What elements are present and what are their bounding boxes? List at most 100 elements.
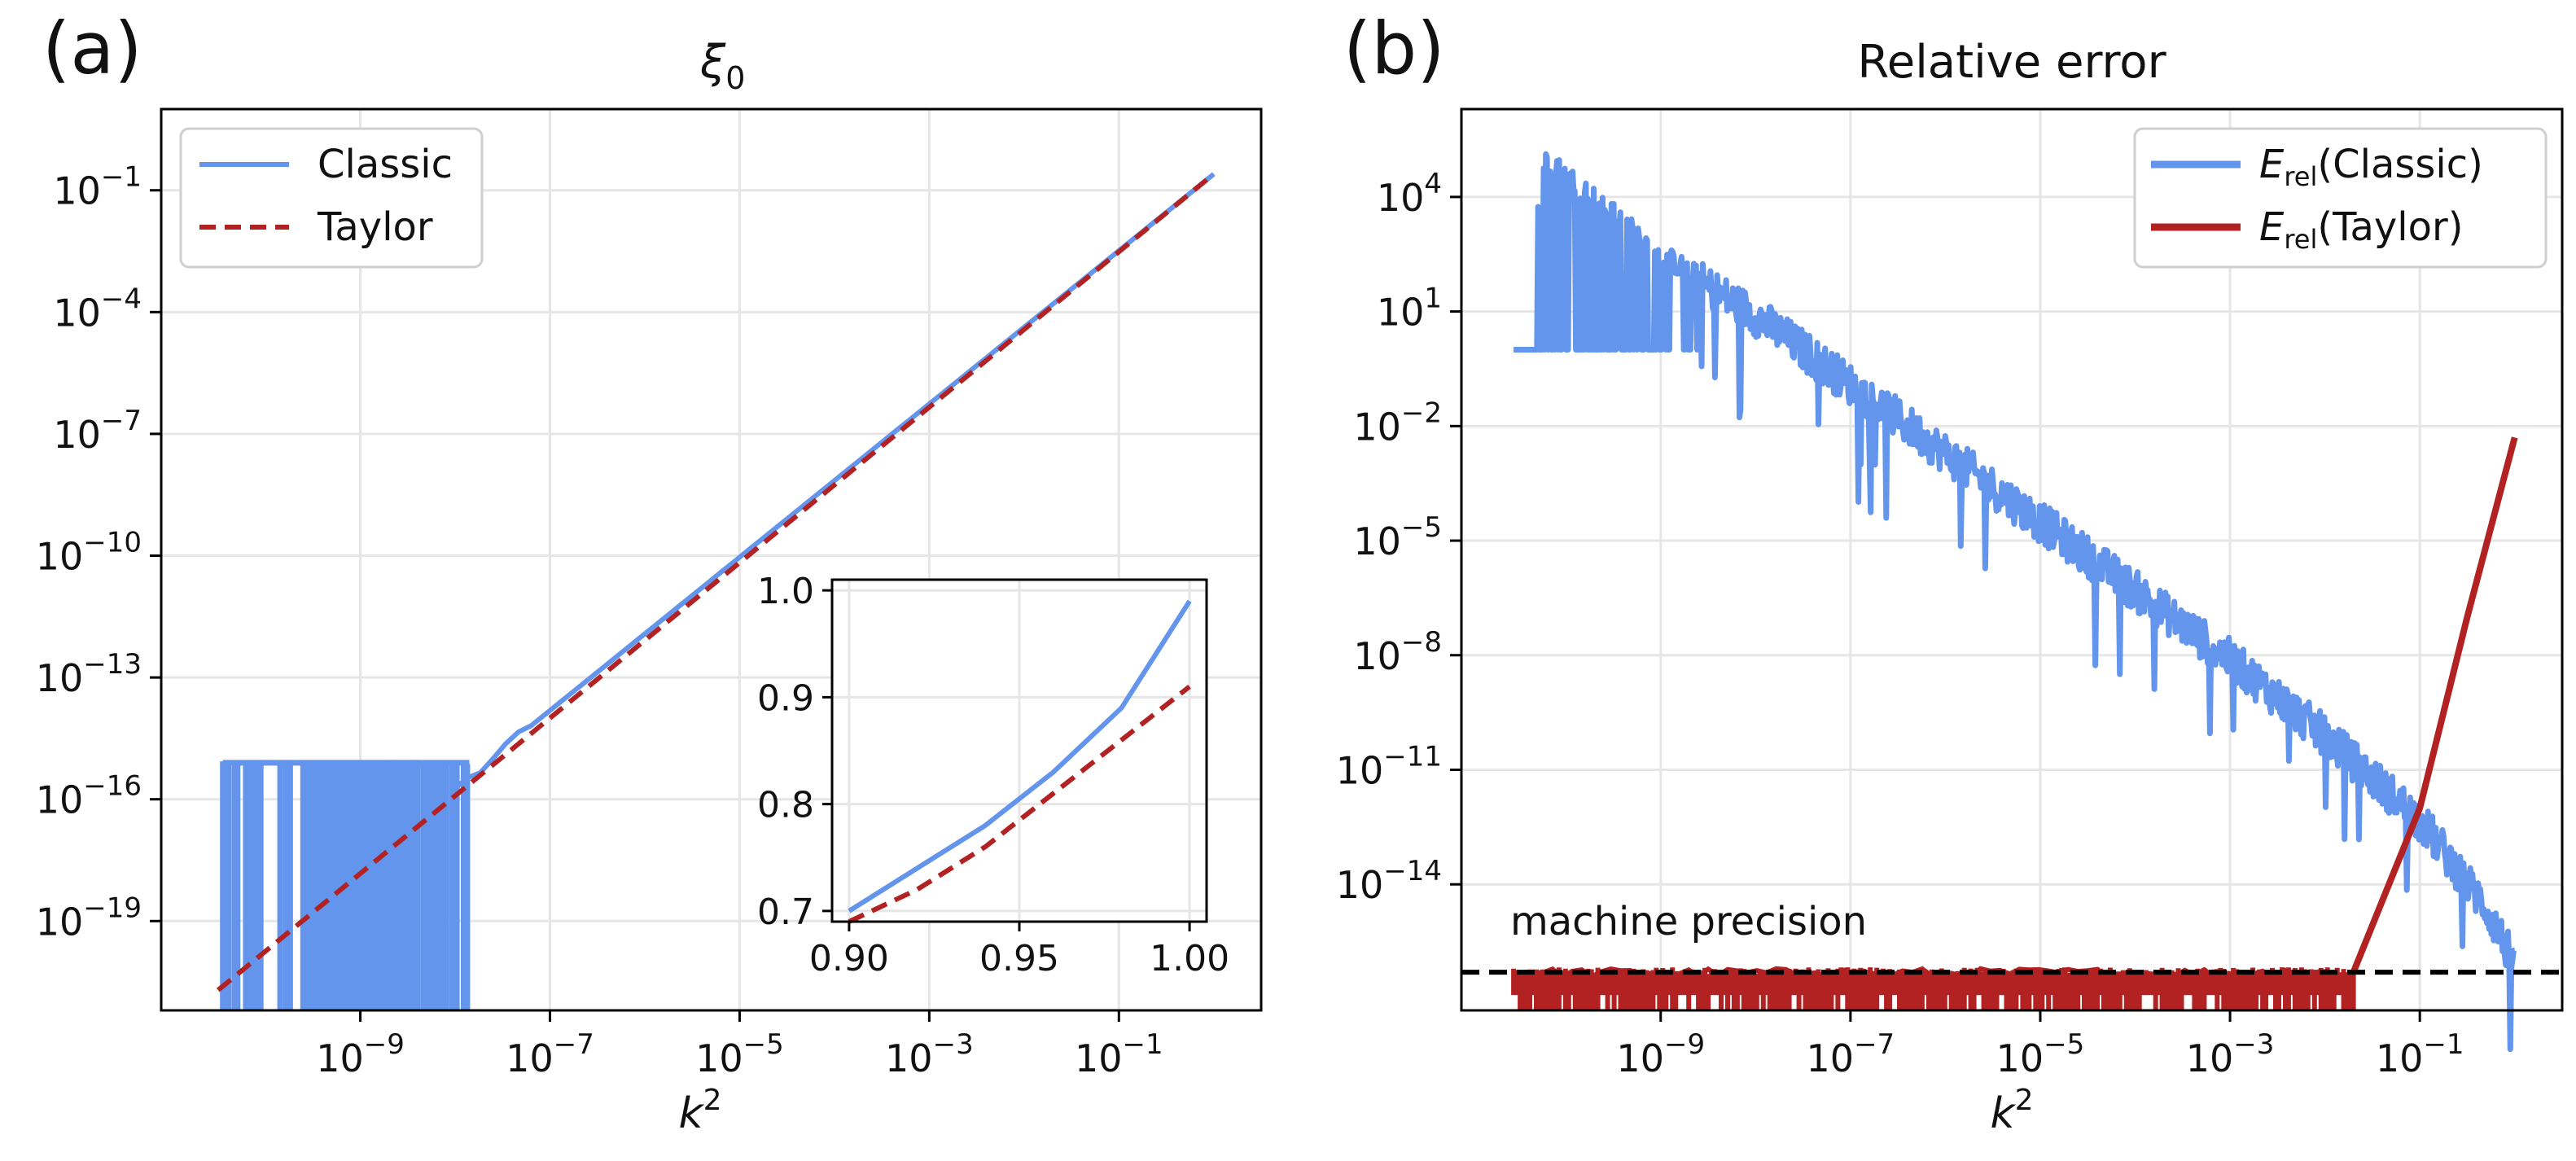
panel-a-data xyxy=(216,172,1216,1010)
panel-b-x-tick-base: 10 xyxy=(1807,1036,1855,1080)
panel-a-x-tick-base: 10 xyxy=(695,1036,743,1080)
panel-b-y-tick-exp: −14 xyxy=(1383,855,1442,887)
series-erel-classic-line xyxy=(1512,151,2517,1053)
legend-erel-classic-sub: rel xyxy=(2284,161,2317,192)
panel-b-x-label-sup: 2 xyxy=(2015,1084,2034,1117)
panel-a-x-tick-base: 10 xyxy=(1075,1036,1123,1080)
panel-a-y-tick-exp: −4 xyxy=(101,283,142,315)
panel-b-x-label: k2 xyxy=(1990,1084,2033,1138)
inset-x-tick-label: 1.00 xyxy=(1150,938,1229,979)
panel-a-y-tick-exp: −13 xyxy=(83,648,142,681)
panel-a-y-tick-base: 10 xyxy=(53,413,101,457)
panel-b-y-tick-exp: −2 xyxy=(1401,396,1442,429)
inset-series-classic xyxy=(848,599,1192,913)
panel-b-x-tick-exp: −7 xyxy=(1854,1028,1895,1061)
panel-b-y-tick-base: 10 xyxy=(1353,405,1401,449)
panel-a-y-tick-exp: −7 xyxy=(101,405,142,437)
legend-erel-classic-base: E xyxy=(2259,142,2285,187)
panel-a-y-tick-exp: −10 xyxy=(83,527,142,559)
panel-b-y-tick-base: 10 xyxy=(1377,291,1425,335)
panel-a-y-tick-label: 10−10 xyxy=(36,527,142,579)
panel-a-y-tick-label: 10−16 xyxy=(36,770,142,822)
panel-b-y-tick-label: 10−11 xyxy=(1336,740,1442,792)
panel-a-title-sub: 0 xyxy=(725,60,745,96)
legend-erel-taylor-sub: rel xyxy=(2284,224,2317,255)
panel-a-x-tick-label: 10−7 xyxy=(506,1028,594,1080)
panel-a-y-tick-exp: −1 xyxy=(101,161,142,194)
panel-a-y-tick-base: 10 xyxy=(36,535,84,579)
panel-a: 10−9 10−7 10−5 10−3 10−1 10−110−410−710−1010… xyxy=(36,7,1263,1138)
panel-a-y-tick-base: 10 xyxy=(36,900,84,944)
inset-y-tick-label: 0.9 xyxy=(757,677,814,719)
panel-b-x-tick-base: 10 xyxy=(1616,1036,1664,1080)
panel-a-x-tick-label: 10−1 xyxy=(1075,1028,1163,1080)
inset-x-tick-label: 0.90 xyxy=(809,938,889,979)
panel-b-y-tick-label: 10−14 xyxy=(1336,855,1442,907)
panel-a-x-tick-exp: −9 xyxy=(364,1028,405,1061)
legend-erel-taylor-base: E xyxy=(2259,204,2285,250)
panel-b-x-tick-base: 10 xyxy=(2186,1036,2234,1080)
panel-b-y-tick-label: 10−8 xyxy=(1353,626,1442,678)
panel-a-y-tick-base: 10 xyxy=(53,169,101,213)
panel-b-legend: Erel(Classic) Erel(Taylor) xyxy=(2133,127,2548,269)
panel-b-x-tick-exp: −9 xyxy=(1664,1028,1705,1061)
panel-a-x-label: k2 xyxy=(678,1084,721,1138)
panel-a-title-main: ξ xyxy=(699,36,726,89)
panel-a-x-tick-label: 10−5 xyxy=(695,1028,784,1080)
panel-b-y-tick-exp: −11 xyxy=(1383,740,1442,773)
panel-b-title: Relative error xyxy=(1857,36,2166,89)
machine-precision-label: machine precision xyxy=(1510,899,1867,944)
panel-b-x-tick-exp: −1 xyxy=(2423,1028,2464,1061)
panel-b-y-tick-exp: −8 xyxy=(1401,626,1442,659)
panel-a-x-label-sup: 2 xyxy=(703,1084,722,1117)
panel-b-y-tick-base: 10 xyxy=(1353,519,1401,563)
panel-a-y-tick-base: 10 xyxy=(36,656,84,700)
panel-b-x-label-base: k xyxy=(1990,1089,2016,1138)
panel-a-y-tick-label: 10−1 xyxy=(53,161,142,213)
inset-y-tick-label: 0.8 xyxy=(757,785,814,826)
inset-y-tick-label: 1.0 xyxy=(757,571,814,612)
legend-erel-taylor-rest: (Taylor) xyxy=(2317,204,2463,250)
panel-b-y-tick-base: 10 xyxy=(1336,863,1384,907)
panel-a-x-tick-exp: −5 xyxy=(743,1028,784,1061)
panel-b-y-tick-label: 10−2 xyxy=(1353,396,1442,449)
panel-b-y-tick-base: 10 xyxy=(1336,748,1384,792)
panel-a-y-tick-label: 10−19 xyxy=(36,892,142,944)
panel-b-y-tick-label: 104 xyxy=(1377,168,1442,220)
panel-b-x-tick-label: 10−9 xyxy=(1616,1028,1705,1080)
panel-a-y-tick-exp: −19 xyxy=(83,892,142,924)
panel-a-x-tick-base: 10 xyxy=(885,1036,933,1080)
panel-a-inset: 0.90 0.95 1.00 0.7 0.8 0.9 1.0 xyxy=(757,571,1229,979)
inset-x-tick-label: 0.95 xyxy=(979,938,1059,979)
series-erel-taylor-line xyxy=(2350,436,2518,974)
legend-taylor-label: Taylor xyxy=(317,204,433,250)
panel-a-x-tick-label: 10−3 xyxy=(885,1028,974,1080)
panel-b-y-tick-exp: −5 xyxy=(1401,511,1442,544)
panel-b-data xyxy=(1461,151,2562,1053)
panel-b-x-tick-label: 10−5 xyxy=(1996,1028,2085,1080)
inset-ticks: 0.90 0.95 1.00 0.7 0.8 0.9 1.0 xyxy=(757,571,1229,979)
panel-a-x-label-base: k xyxy=(678,1089,704,1138)
inset-y-tick-label: 0.7 xyxy=(757,892,814,933)
panel-a-y-tick-base: 10 xyxy=(53,291,101,335)
taylor-noise-band xyxy=(1511,967,2356,1010)
panel-a-y-tick-label: 10−4 xyxy=(53,283,142,335)
panel-a-y-tick-label: 10−7 xyxy=(53,405,142,457)
legend-erel-classic-label: Erel(Classic) xyxy=(2259,142,2483,192)
panel-a-y-tick-base: 10 xyxy=(36,778,84,822)
panel-b-x-tick-label: 10−1 xyxy=(2376,1028,2464,1080)
panel-b-y-tick-base: 10 xyxy=(1377,176,1425,220)
panel-b-y-tick-label: 10−5 xyxy=(1353,511,1442,563)
panel-b-frame xyxy=(1460,107,2564,1012)
panel-b: 10−9 10−7 10−5 10−3 10−1 10410110−210−510−81… xyxy=(1336,7,2564,1138)
inset-grid xyxy=(832,580,1207,922)
panel-b-y-tick-exp: 4 xyxy=(1424,168,1442,200)
panel-a-label: (a) xyxy=(42,7,142,90)
panel-a-y-tick-label: 10−13 xyxy=(36,648,142,700)
panel-b-y-tick-base: 10 xyxy=(1353,634,1401,678)
panel-b-x-tick-label: 10−7 xyxy=(1807,1028,1895,1080)
inset-series-taylor xyxy=(848,684,1191,924)
legend-erel-taylor-label: Erel(Taylor) xyxy=(2259,204,2463,255)
